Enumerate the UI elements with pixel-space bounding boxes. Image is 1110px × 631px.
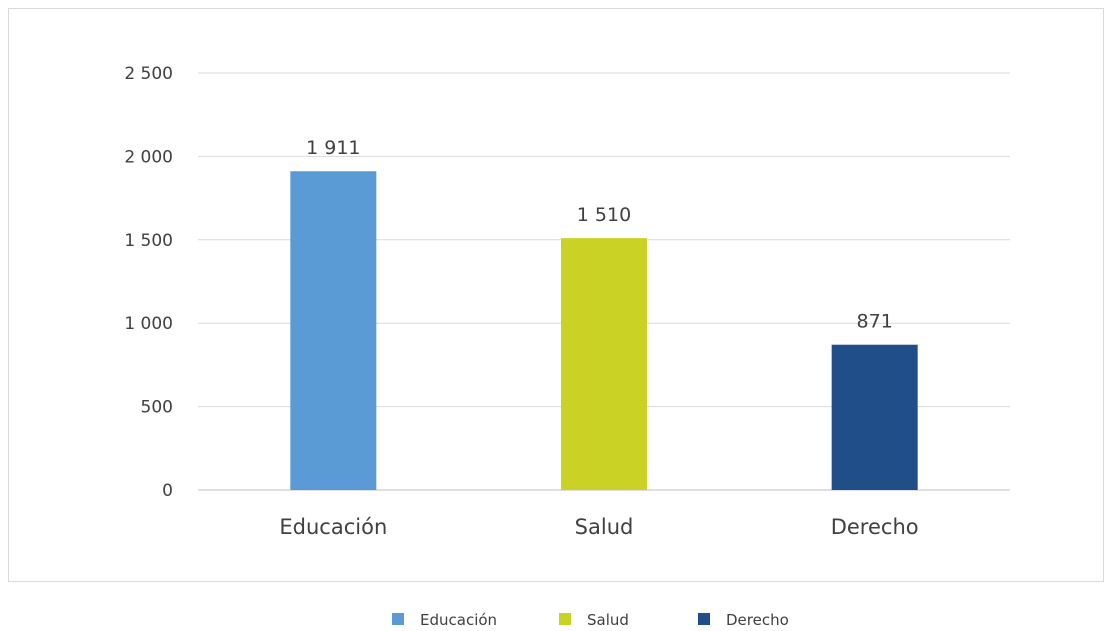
legend-swatch (698, 613, 710, 625)
chart-area (8, 8, 1104, 582)
category-label: Educación (279, 515, 387, 539)
legend-swatch (392, 613, 404, 625)
bar (561, 238, 647, 490)
y-tick-label: 1 500 (124, 231, 173, 251)
bar (290, 171, 377, 491)
legend: Educación Salud Derecho (392, 611, 789, 629)
legend-label: Salud (587, 611, 629, 629)
category-label: Salud (575, 515, 634, 539)
y-tick-label: 500 (141, 398, 173, 418)
data-label: 1 911 (306, 137, 360, 159)
bars (290, 171, 918, 491)
y-tick-label: 1 000 (124, 314, 173, 334)
data-label: 871 (857, 311, 893, 333)
data-labels: 1 911 1 510 871 (306, 137, 893, 332)
bar (831, 344, 918, 490)
legend-item: Educación (392, 611, 497, 629)
y-tick-label: 0 (162, 481, 173, 501)
legend-item: Salud (559, 611, 629, 629)
legend-swatch (559, 613, 571, 625)
legend-item: Derecho (698, 611, 789, 629)
legend-label: Derecho (726, 611, 789, 629)
y-axis-ticks: 0 500 1 000 1 500 2 000 2 500 (124, 64, 173, 501)
x-axis-categories: Educación Salud Derecho (279, 515, 918, 539)
y-tick-label: 2 500 (124, 64, 173, 84)
y-tick-label: 2 000 (124, 147, 173, 167)
data-label: 1 510 (577, 204, 631, 226)
legend-label: Educación (420, 611, 497, 629)
category-label: Derecho (831, 515, 919, 539)
